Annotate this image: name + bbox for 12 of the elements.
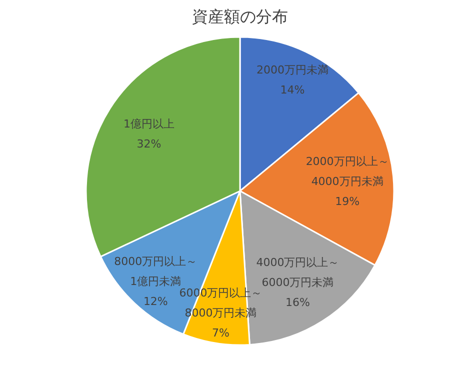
data-label: 16% (286, 296, 310, 310)
data-label: 19% (335, 194, 360, 208)
data-label: 32% (136, 137, 162, 150)
slice-label: 2000万円未満 (256, 64, 328, 77)
slice-label: 1億円以上 (123, 117, 174, 130)
data-label: 7% (212, 326, 230, 340)
chart-title: 資産額の分布 (192, 7, 288, 26)
slice-label: 2000万円以上～4000万円未満 (306, 154, 389, 188)
slice-label: 4000万円以上～6000万円未満 (256, 256, 340, 290)
slice-label: 8000万円以上～1億円未満 (114, 254, 198, 288)
data-label: 14% (280, 84, 305, 97)
data-label: 12% (143, 294, 168, 308)
